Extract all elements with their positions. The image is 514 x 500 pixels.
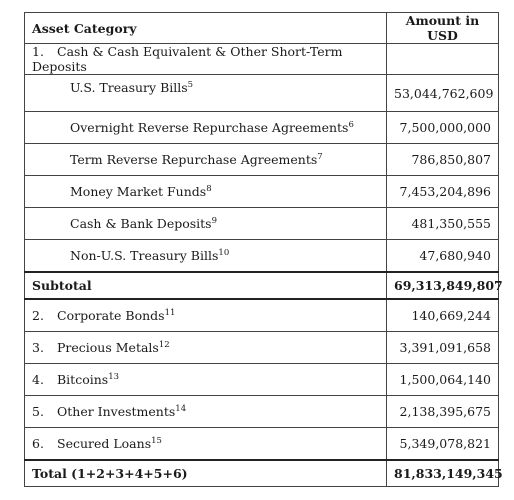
subtotal-row: Subtotal 69,313,849,807: [24, 271, 503, 300]
footnote-ref: 9: [211, 215, 218, 226]
reserves-table: Asset Category Amount in USD 1. Cash & Ca…: [24, 12, 503, 487]
section-1-number: 1.: [32, 44, 44, 59]
item-amount: 7,500,000,000: [386, 111, 499, 144]
category-amount: 140,669,244: [386, 298, 499, 332]
subtotal-amount: 69,313,849,807: [386, 271, 503, 300]
category-amount: 1,500,064,140: [386, 363, 499, 396]
category-label: 6. Secured Loans15: [24, 427, 387, 461]
footnote-ref: 10: [218, 247, 230, 258]
item-label: Overnight Reverse Repurchase Agreements6: [24, 111, 387, 144]
table-row: 5. Other Investments14 2,138,395,675: [24, 395, 499, 428]
item-amount: 786,850,807: [386, 143, 499, 176]
footnote-ref: 15: [151, 435, 162, 446]
table-row: 6. Secured Loans15 5,349,078,821: [24, 427, 499, 461]
section-1-label: 1. Cash & Cash Equivalent & Other Short-T…: [24, 43, 387, 75]
item-amount: 47,680,940: [386, 239, 499, 273]
footnote-ref: 14: [175, 403, 187, 414]
item-label: Cash & Bank Deposits9: [24, 207, 387, 240]
category-amount: 2,138,395,675: [386, 395, 499, 428]
table-row: Non-U.S. Treasury Bills10 47,680,940: [24, 239, 499, 273]
table-row: Overnight Reverse Repurchase Agreements6…: [24, 111, 499, 144]
item-amount: 481,350,555: [386, 207, 499, 240]
footnote-ref: 7: [317, 151, 323, 162]
asset-category-header: Asset Category: [24, 12, 387, 44]
total-label: Total (1+2+3+4+5+6): [24, 459, 387, 487]
category-label: 2. Corporate Bonds11: [24, 298, 387, 332]
item-label: Non-U.S. Treasury Bills10: [24, 239, 387, 273]
category-label: 4. Bitcoins13: [24, 363, 387, 396]
amount-header: Amount in USD: [386, 12, 499, 44]
footnote-ref: 5: [187, 79, 194, 90]
section-1-row: 1. Cash & Cash Equivalent & Other Short-T…: [24, 43, 499, 75]
category-label: 5. Other Investments14: [24, 395, 387, 428]
item-amount: 7,453,204,896: [386, 175, 499, 208]
table-row: Money Market Funds8 7,453,204,896: [24, 175, 499, 208]
section-1-amount: [386, 43, 499, 75]
item-amount: 53,044,762,609: [386, 74, 499, 112]
footnote-ref: 13: [108, 371, 120, 382]
table-row: 3. Precious Metals12 3,391,091,658: [24, 331, 499, 364]
header-row: Asset Category Amount in USD: [24, 12, 499, 44]
footnote-ref: 6: [348, 119, 354, 130]
footnote-ref: 12: [158, 339, 170, 350]
table-row: U.S. Treasury Bills5 53,044,762,609: [24, 74, 499, 112]
table-row: 2. Corporate Bonds11 140,669,244: [24, 298, 499, 332]
section-1-text: Cash & Cash Equivalent & Other Short-Ter…: [32, 44, 343, 74]
category-label: 3. Precious Metals12: [24, 331, 387, 364]
table-row: 4. Bitcoins13 1,500,064,140: [24, 363, 499, 396]
item-label: Term Reverse Repurchase Agreements7: [24, 143, 387, 176]
category-amount: 5,349,078,821: [386, 427, 499, 461]
total-amount: 81,833,149,345: [386, 459, 503, 487]
item-label: Money Market Funds8: [24, 175, 387, 208]
footnote-ref: 8: [206, 183, 212, 194]
table-row: Cash & Bank Deposits9 481,350,555: [24, 207, 499, 240]
category-amount: 3,391,091,658: [386, 331, 499, 364]
table-row: Term Reverse Repurchase Agreements7 786,…: [24, 143, 499, 176]
subtotal-label: Subtotal: [24, 271, 387, 300]
footnote-ref: 11: [164, 307, 176, 318]
item-label: U.S. Treasury Bills5: [24, 74, 387, 112]
total-row: Total (1+2+3+4+5+6) 81,833,149,345: [24, 459, 503, 487]
